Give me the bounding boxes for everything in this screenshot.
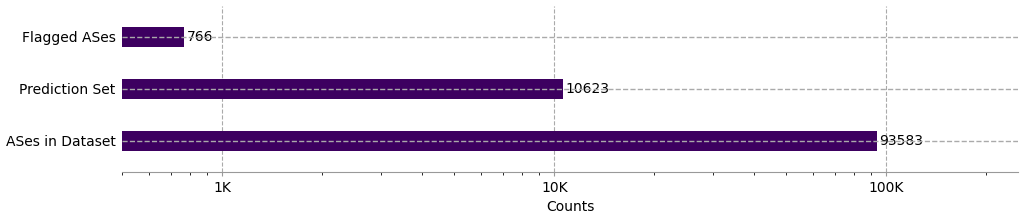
Text: 10623: 10623 bbox=[566, 82, 610, 96]
Bar bbox=[0, 131, 877, 150]
Bar bbox=[0, 27, 184, 47]
X-axis label: Counts: Counts bbox=[546, 200, 595, 214]
Text: 766: 766 bbox=[186, 30, 213, 44]
Bar bbox=[0, 79, 563, 99]
Text: 93583: 93583 bbox=[880, 134, 924, 148]
